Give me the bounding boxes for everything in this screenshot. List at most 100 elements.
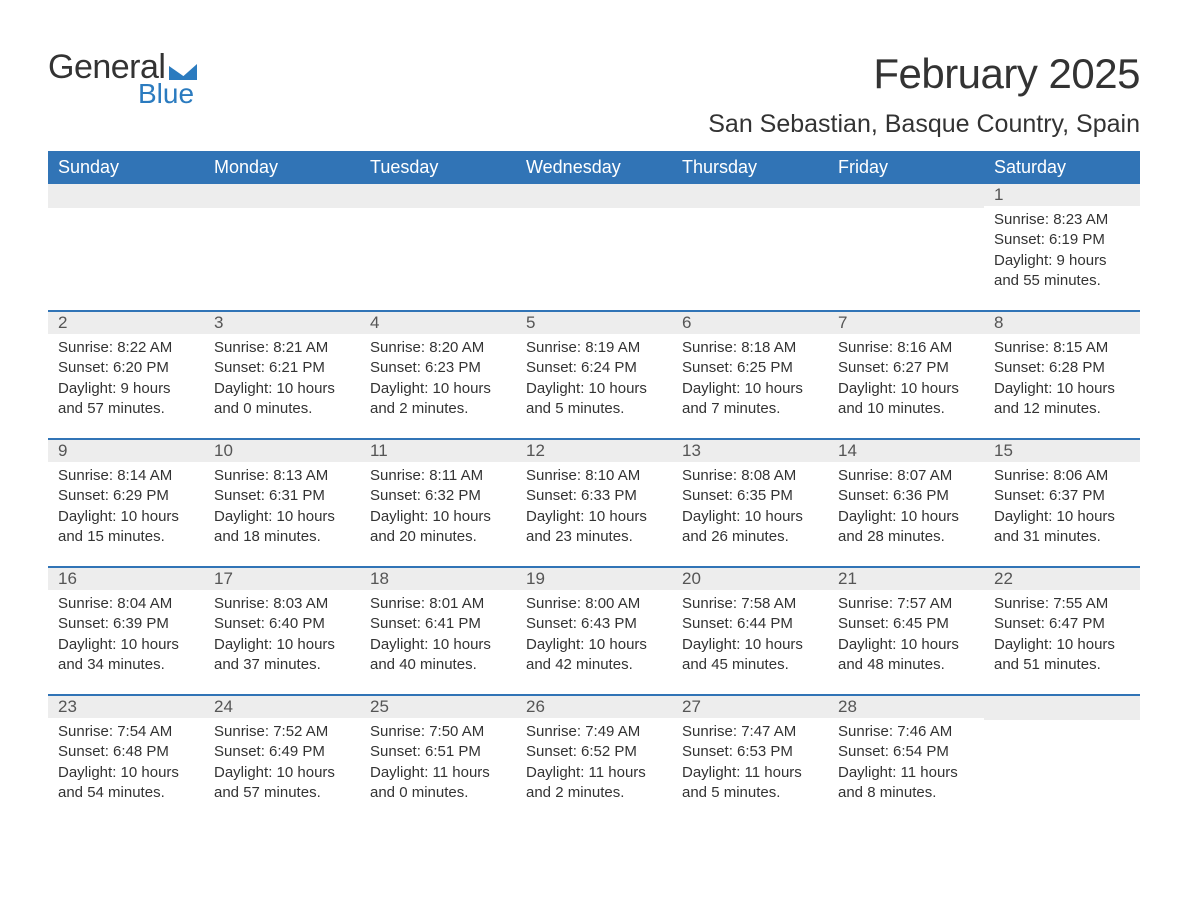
sunset-text: Sunset: 6:39 PM — [58, 614, 194, 634]
day-details: Sunrise: 8:18 AMSunset: 6:25 PMDaylight:… — [672, 334, 828, 419]
sunset-text: Sunset: 6:52 PM — [526, 742, 662, 762]
daylight-line1: Daylight: 10 hours — [994, 379, 1130, 399]
calendar-day: 10Sunrise: 8:13 AMSunset: 6:31 PMDayligh… — [204, 440, 360, 566]
sunset-text: Sunset: 6:33 PM — [526, 486, 662, 506]
day-number: 25 — [360, 696, 516, 718]
sunset-text: Sunset: 6:32 PM — [370, 486, 506, 506]
sunrise-text: Sunrise: 8:01 AM — [370, 594, 506, 614]
daylight-line2: and 31 minutes. — [994, 527, 1130, 547]
day-number — [984, 696, 1140, 720]
day-number: 6 — [672, 312, 828, 334]
day-number: 4 — [360, 312, 516, 334]
calendar-day: 20Sunrise: 7:58 AMSunset: 6:44 PMDayligh… — [672, 568, 828, 694]
calendar-day: 28Sunrise: 7:46 AMSunset: 6:54 PMDayligh… — [828, 696, 984, 822]
day-details: Sunrise: 8:19 AMSunset: 6:24 PMDaylight:… — [516, 334, 672, 419]
day-number: 3 — [204, 312, 360, 334]
sunset-text: Sunset: 6:25 PM — [682, 358, 818, 378]
sunrise-text: Sunrise: 7:57 AM — [838, 594, 974, 614]
sunset-text: Sunset: 6:45 PM — [838, 614, 974, 634]
sunset-text: Sunset: 6:19 PM — [994, 230, 1130, 250]
daylight-line2: and 23 minutes. — [526, 527, 662, 547]
day-details: Sunrise: 8:14 AMSunset: 6:29 PMDaylight:… — [48, 462, 204, 547]
calendar-week: 16Sunrise: 8:04 AMSunset: 6:39 PMDayligh… — [48, 566, 1140, 694]
day-number: 12 — [516, 440, 672, 462]
daylight-line1: Daylight: 10 hours — [58, 763, 194, 783]
daylight-line2: and 20 minutes. — [370, 527, 506, 547]
daylight-line1: Daylight: 9 hours — [58, 379, 194, 399]
calendar-day: 12Sunrise: 8:10 AMSunset: 6:33 PMDayligh… — [516, 440, 672, 566]
daylight-line2: and 37 minutes. — [214, 655, 350, 675]
sunrise-text: Sunrise: 8:14 AM — [58, 466, 194, 486]
daylight-line2: and 48 minutes. — [838, 655, 974, 675]
weekday-header: Sunday — [48, 151, 204, 184]
day-number: 9 — [48, 440, 204, 462]
daylight-line1: Daylight: 10 hours — [838, 635, 974, 655]
sunset-text: Sunset: 6:44 PM — [682, 614, 818, 634]
calendar: SundayMondayTuesdayWednesdayThursdayFrid… — [48, 151, 1140, 822]
weekday-header: Tuesday — [360, 151, 516, 184]
day-number: 14 — [828, 440, 984, 462]
day-details: Sunrise: 8:13 AMSunset: 6:31 PMDaylight:… — [204, 462, 360, 547]
sunset-text: Sunset: 6:21 PM — [214, 358, 350, 378]
sunrise-text: Sunrise: 8:19 AM — [526, 338, 662, 358]
daylight-line1: Daylight: 10 hours — [58, 635, 194, 655]
day-details: Sunrise: 8:01 AMSunset: 6:41 PMDaylight:… — [360, 590, 516, 675]
calendar-day-blank — [984, 696, 1140, 822]
day-number: 21 — [828, 568, 984, 590]
calendar-day: 16Sunrise: 8:04 AMSunset: 6:39 PMDayligh… — [48, 568, 204, 694]
calendar-day: 23Sunrise: 7:54 AMSunset: 6:48 PMDayligh… — [48, 696, 204, 822]
daylight-line2: and 45 minutes. — [682, 655, 818, 675]
daylight-line2: and 5 minutes. — [526, 399, 662, 419]
daylight-line1: Daylight: 10 hours — [526, 635, 662, 655]
weekday-header: Friday — [828, 151, 984, 184]
daylight-line2: and 34 minutes. — [58, 655, 194, 675]
day-number: 8 — [984, 312, 1140, 334]
daylight-line1: Daylight: 10 hours — [214, 635, 350, 655]
calendar-day-blank — [48, 184, 204, 310]
sunrise-text: Sunrise: 8:15 AM — [994, 338, 1130, 358]
calendar-day: 6Sunrise: 8:18 AMSunset: 6:25 PMDaylight… — [672, 312, 828, 438]
day-number: 11 — [360, 440, 516, 462]
day-number — [672, 184, 828, 208]
day-number: 19 — [516, 568, 672, 590]
daylight-line1: Daylight: 9 hours — [994, 251, 1130, 271]
day-details: Sunrise: 8:04 AMSunset: 6:39 PMDaylight:… — [48, 590, 204, 675]
daylight-line1: Daylight: 10 hours — [526, 507, 662, 527]
daylight-line2: and 51 minutes. — [994, 655, 1130, 675]
sunrise-text: Sunrise: 7:55 AM — [994, 594, 1130, 614]
day-number — [828, 184, 984, 208]
calendar-day: 3Sunrise: 8:21 AMSunset: 6:21 PMDaylight… — [204, 312, 360, 438]
sunrise-text: Sunrise: 7:52 AM — [214, 722, 350, 742]
day-details: Sunrise: 7:46 AMSunset: 6:54 PMDaylight:… — [828, 718, 984, 803]
sunrise-text: Sunrise: 8:16 AM — [838, 338, 974, 358]
sunrise-text: Sunrise: 7:58 AM — [682, 594, 818, 614]
calendar-day: 2Sunrise: 8:22 AMSunset: 6:20 PMDaylight… — [48, 312, 204, 438]
day-details: Sunrise: 7:47 AMSunset: 6:53 PMDaylight:… — [672, 718, 828, 803]
sunset-text: Sunset: 6:31 PM — [214, 486, 350, 506]
sunset-text: Sunset: 6:51 PM — [370, 742, 506, 762]
sunrise-text: Sunrise: 7:54 AM — [58, 722, 194, 742]
daylight-line2: and 57 minutes. — [214, 783, 350, 803]
calendar-day: 18Sunrise: 8:01 AMSunset: 6:41 PMDayligh… — [360, 568, 516, 694]
day-number: 1 — [984, 184, 1140, 206]
day-number: 16 — [48, 568, 204, 590]
day-details: Sunrise: 7:54 AMSunset: 6:48 PMDaylight:… — [48, 718, 204, 803]
day-details: Sunrise: 8:07 AMSunset: 6:36 PMDaylight:… — [828, 462, 984, 547]
day-details: Sunrise: 8:21 AMSunset: 6:21 PMDaylight:… — [204, 334, 360, 419]
calendar-day: 13Sunrise: 8:08 AMSunset: 6:35 PMDayligh… — [672, 440, 828, 566]
sunset-text: Sunset: 6:28 PM — [994, 358, 1130, 378]
day-number: 5 — [516, 312, 672, 334]
sunset-text: Sunset: 6:29 PM — [58, 486, 194, 506]
calendar-week: 9Sunrise: 8:14 AMSunset: 6:29 PMDaylight… — [48, 438, 1140, 566]
sunrise-text: Sunrise: 8:03 AM — [214, 594, 350, 614]
sunrise-text: Sunrise: 7:47 AM — [682, 722, 818, 742]
sunrise-text: Sunrise: 7:49 AM — [526, 722, 662, 742]
day-number: 2 — [48, 312, 204, 334]
day-details: Sunrise: 8:06 AMSunset: 6:37 PMDaylight:… — [984, 462, 1140, 547]
calendar-day-blank — [360, 184, 516, 310]
day-details: Sunrise: 7:52 AMSunset: 6:49 PMDaylight:… — [204, 718, 360, 803]
calendar-day: 17Sunrise: 8:03 AMSunset: 6:40 PMDayligh… — [204, 568, 360, 694]
daylight-line2: and 7 minutes. — [682, 399, 818, 419]
sunset-text: Sunset: 6:40 PM — [214, 614, 350, 634]
sunset-text: Sunset: 6:48 PM — [58, 742, 194, 762]
